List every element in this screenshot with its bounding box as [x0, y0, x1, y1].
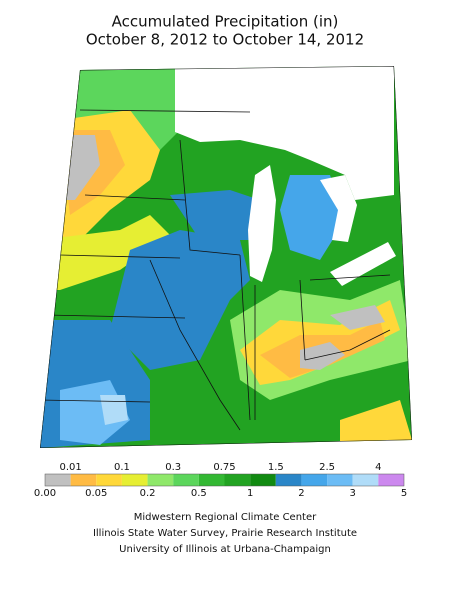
- legend-swatch: [250, 474, 276, 486]
- legend-swatch: [121, 474, 148, 486]
- legend-swatch: [147, 474, 174, 486]
- region-yellow-green: [40, 215, 170, 290]
- credit: Illinois State Water Survey, Prairie Res…: [93, 528, 357, 539]
- legend-swatch: [352, 474, 379, 486]
- region-gray-oh-2: [330, 305, 385, 330]
- region-yellow-se: [340, 400, 412, 445]
- lake-huron: [320, 175, 357, 242]
- legend-swatch: [96, 474, 122, 486]
- legend-label: 0.2: [140, 488, 156, 499]
- legend-label: 0.05: [85, 488, 107, 499]
- legend-swatch: [224, 474, 251, 486]
- precipitation-map: [40, 66, 412, 448]
- legend-label: 1.5: [268, 462, 284, 473]
- legend-swatch: [70, 474, 97, 486]
- legend-label: 2: [298, 488, 304, 499]
- legend-label: 0.1: [114, 462, 130, 473]
- legend-label: 4: [375, 462, 381, 473]
- legend-label: 0.3: [165, 462, 181, 473]
- legend-label: 0.01: [60, 462, 82, 473]
- legend-label: 3: [350, 488, 356, 499]
- legend-label: 0.00: [34, 488, 56, 499]
- title-line-1: Accumulated Precipitation (in): [112, 13, 339, 31]
- legend: 0.00 0.01 0.05 0.1 0.2 0.3 0.5 0.75 1 1.5 2 2.5 3 4 5: [34, 462, 407, 499]
- legend-label: 5: [401, 488, 407, 499]
- title-line-2: October 8, 2012 to October 14, 2012: [86, 31, 364, 49]
- credit: Midwestern Regional Climate Center: [134, 512, 317, 523]
- legend-swatch: [327, 474, 353, 486]
- canada-superior: [175, 66, 394, 200]
- legend-swatch: [378, 474, 404, 486]
- state-borders: [40, 109, 391, 431]
- legend-swatch: [173, 474, 199, 486]
- credit: University of Illinois at Urbana-Champai…: [119, 544, 331, 555]
- legend-swatch: [198, 474, 225, 486]
- legend-label: 0.75: [213, 462, 235, 473]
- region-blue-wi: [170, 190, 260, 240]
- region-blue-mi: [280, 175, 345, 260]
- legend-swatch: [301, 474, 328, 486]
- legend-label: 2.5: [319, 462, 335, 473]
- region-pale-blue: [100, 395, 128, 425]
- legend-swatch: [275, 474, 302, 486]
- legend-swatch: [45, 474, 71, 486]
- region-blue: [110, 230, 250, 370]
- legend-label: 1: [247, 488, 253, 499]
- legend-label: 0.5: [191, 488, 207, 499]
- lake-michigan: [248, 165, 276, 282]
- legend-frame: [44, 473, 405, 487]
- lake-erie: [330, 242, 396, 286]
